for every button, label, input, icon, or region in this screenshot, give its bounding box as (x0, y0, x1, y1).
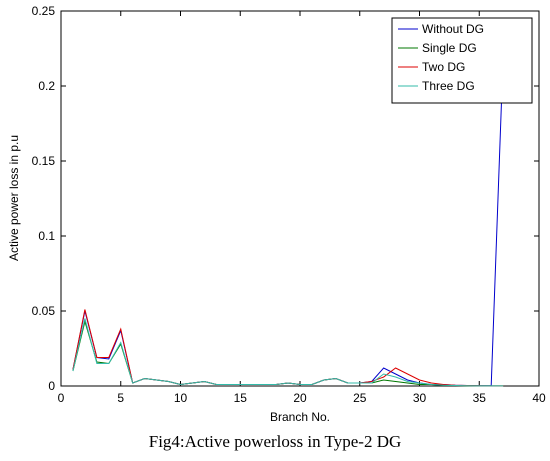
x-tick-label: 35 (473, 391, 487, 405)
x-tick-label: 15 (234, 391, 248, 405)
legend-items: Without DG Single DG Two DG Three DG (398, 22, 484, 93)
figure-caption: Fig4:Active powerloss in Type-2 DG (148, 432, 402, 451)
y-tick-label: 0.2 (38, 79, 55, 93)
x-tick-label: 20 (293, 391, 307, 405)
chart: 0 5 10 15 20 25 30 35 40 0 0.05 0.1 0.15 0.2 0.25 Bran… (7, 4, 546, 424)
y-tick-label: 0.1 (38, 229, 55, 243)
legend-label-3: Two DG (422, 60, 465, 74)
y-tick-label: 0.15 (32, 154, 56, 168)
x-tick-label: 10 (174, 391, 188, 405)
legend-label-4: Three DG (422, 79, 475, 93)
axis-tick-labels: 0 5 10 15 20 25 30 35 40 0 0.05 0.1 0.15 0.2 0.25 (32, 4, 546, 405)
series-lines (72, 55, 504, 387)
legend-box (391, 17, 533, 104)
y-tick-label: 0 (48, 379, 55, 393)
x-tick-label: 0 (58, 391, 65, 405)
x-tick-label: 40 (532, 391, 546, 405)
y-tick-label: 0.25 (32, 4, 56, 18)
x-tick-label: 5 (117, 391, 124, 405)
x-tick-label: 25 (353, 391, 367, 405)
legend-label-2: Single DG (422, 41, 477, 55)
axis-ticks (60, 10, 540, 387)
series-line-4 (72, 318, 504, 387)
x-axis-label: Branch No. (270, 410, 330, 424)
x-tick-label: 30 (413, 391, 427, 405)
legend: Without DG Single DG Two DG Three DG (391, 17, 533, 104)
legend-label-1: Without DG (422, 22, 484, 36)
y-tick-label: 0.05 (32, 304, 56, 318)
y-axis-label: Active power loss in p.u (7, 135, 21, 261)
